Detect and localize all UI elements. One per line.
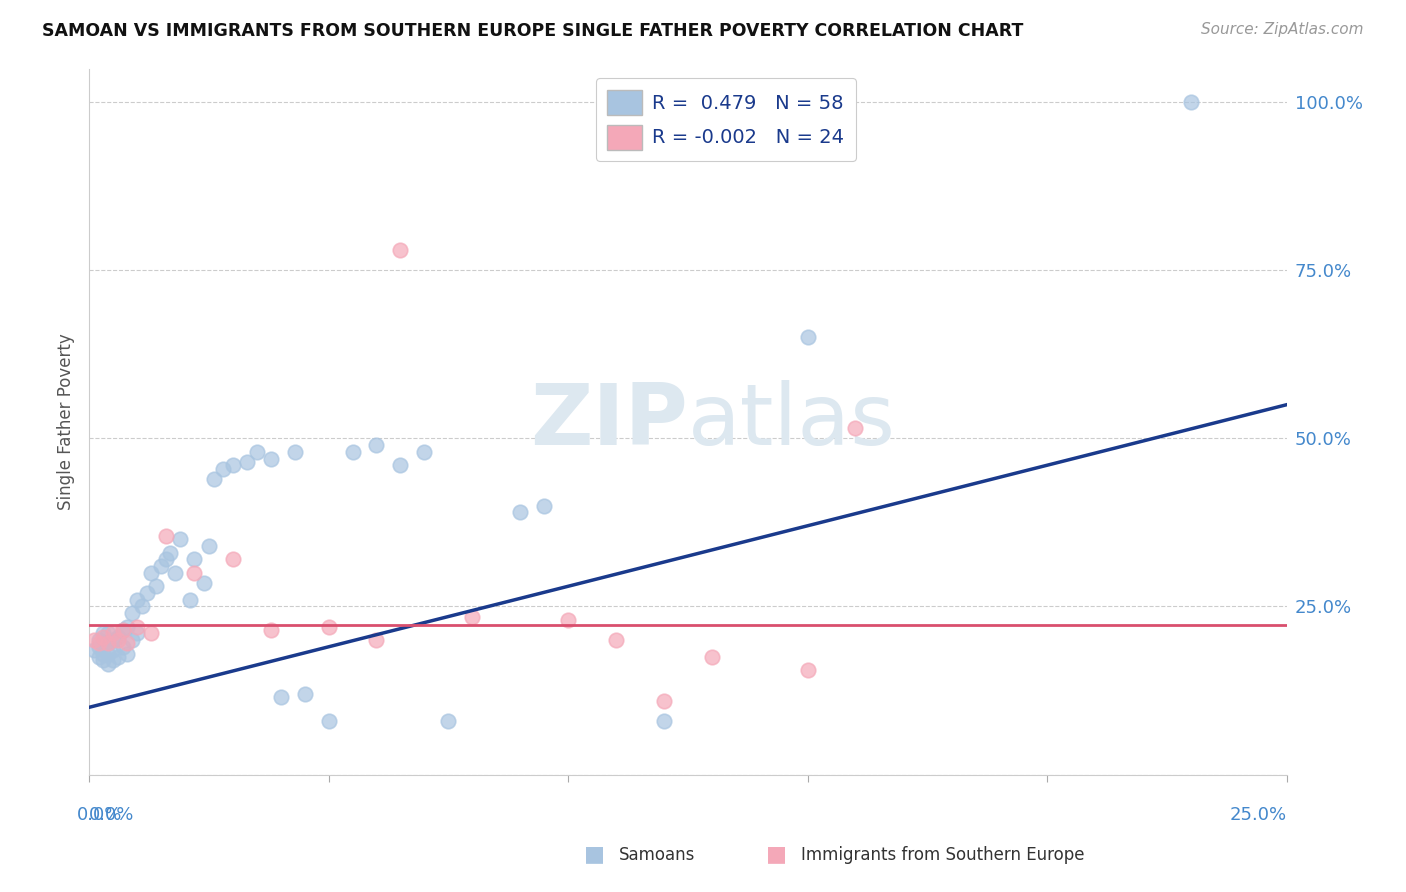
Point bbox=[183, 566, 205, 580]
Point bbox=[366, 438, 388, 452]
Point bbox=[318, 714, 340, 728]
Point bbox=[97, 636, 120, 650]
Text: 25.0%: 25.0% bbox=[1229, 806, 1286, 824]
Point bbox=[117, 620, 139, 634]
Point bbox=[389, 243, 412, 257]
Point bbox=[111, 623, 134, 637]
Point bbox=[198, 539, 221, 553]
Legend: R =  0.479   N = 58, R = -0.002   N = 24: R = 0.479 N = 58, R = -0.002 N = 24 bbox=[596, 78, 856, 161]
Point bbox=[212, 461, 235, 475]
Point bbox=[83, 643, 105, 657]
Point bbox=[260, 623, 283, 637]
Point bbox=[141, 626, 163, 640]
Point bbox=[101, 626, 124, 640]
Text: 0.0%: 0.0% bbox=[89, 806, 135, 824]
Point bbox=[87, 636, 110, 650]
Point bbox=[284, 445, 307, 459]
Point bbox=[533, 499, 555, 513]
Point bbox=[165, 566, 187, 580]
Point bbox=[101, 633, 124, 648]
Point bbox=[131, 599, 153, 614]
Point bbox=[318, 620, 340, 634]
Point bbox=[461, 609, 484, 624]
Point bbox=[93, 630, 115, 644]
Point bbox=[101, 653, 124, 667]
Point bbox=[155, 552, 177, 566]
Point bbox=[1180, 95, 1202, 110]
Point bbox=[413, 445, 436, 459]
Point bbox=[294, 687, 316, 701]
Point bbox=[557, 613, 579, 627]
Point bbox=[652, 693, 675, 707]
Point bbox=[93, 653, 115, 667]
Point bbox=[87, 640, 110, 654]
Point bbox=[389, 458, 412, 473]
Point bbox=[111, 623, 134, 637]
Point bbox=[87, 633, 110, 648]
Point bbox=[121, 633, 143, 648]
Point bbox=[159, 546, 181, 560]
Point bbox=[260, 451, 283, 466]
Point bbox=[97, 657, 120, 671]
Point bbox=[93, 626, 115, 640]
Point bbox=[437, 714, 460, 728]
Point bbox=[222, 552, 245, 566]
Point bbox=[796, 664, 818, 678]
Point bbox=[183, 552, 205, 566]
Point bbox=[93, 647, 115, 661]
Point bbox=[652, 714, 675, 728]
Point bbox=[93, 636, 115, 650]
Point bbox=[111, 640, 134, 654]
Point bbox=[202, 472, 225, 486]
Point bbox=[83, 633, 105, 648]
Text: Source: ZipAtlas.com: Source: ZipAtlas.com bbox=[1201, 22, 1364, 37]
Text: ■: ■ bbox=[583, 845, 605, 864]
Point bbox=[509, 505, 531, 519]
Point bbox=[246, 445, 269, 459]
Y-axis label: Single Father Poverty: Single Father Poverty bbox=[58, 334, 75, 510]
Point bbox=[270, 690, 292, 705]
Point bbox=[107, 633, 129, 648]
Point bbox=[366, 633, 388, 648]
Point bbox=[169, 533, 191, 547]
Text: SAMOAN VS IMMIGRANTS FROM SOUTHERN EUROPE SINGLE FATHER POVERTY CORRELATION CHAR: SAMOAN VS IMMIGRANTS FROM SOUTHERN EUROP… bbox=[42, 22, 1024, 40]
Point bbox=[236, 455, 259, 469]
Point bbox=[87, 649, 110, 664]
Point bbox=[125, 620, 148, 634]
Point bbox=[101, 643, 124, 657]
Text: 0.0%: 0.0% bbox=[77, 806, 122, 824]
Point bbox=[796, 330, 818, 344]
Point bbox=[149, 559, 172, 574]
Point bbox=[117, 647, 139, 661]
Text: ZIP: ZIP bbox=[530, 380, 688, 463]
Point bbox=[125, 626, 148, 640]
Point bbox=[179, 592, 201, 607]
Point bbox=[342, 445, 364, 459]
Text: atlas: atlas bbox=[688, 380, 896, 463]
Point bbox=[222, 458, 245, 473]
Point bbox=[135, 586, 157, 600]
Point bbox=[107, 649, 129, 664]
Point bbox=[97, 647, 120, 661]
Point bbox=[193, 576, 215, 591]
Text: Samoans: Samoans bbox=[619, 846, 695, 863]
Point bbox=[145, 579, 167, 593]
Point bbox=[141, 566, 163, 580]
Point bbox=[700, 649, 723, 664]
Point bbox=[155, 529, 177, 543]
Point bbox=[97, 636, 120, 650]
Point bbox=[117, 636, 139, 650]
Text: ■: ■ bbox=[766, 845, 787, 864]
Point bbox=[125, 592, 148, 607]
Point bbox=[121, 606, 143, 620]
Point bbox=[844, 421, 866, 435]
Point bbox=[605, 633, 627, 648]
Point bbox=[97, 626, 120, 640]
Point bbox=[107, 630, 129, 644]
Text: Immigrants from Southern Europe: Immigrants from Southern Europe bbox=[801, 846, 1085, 863]
